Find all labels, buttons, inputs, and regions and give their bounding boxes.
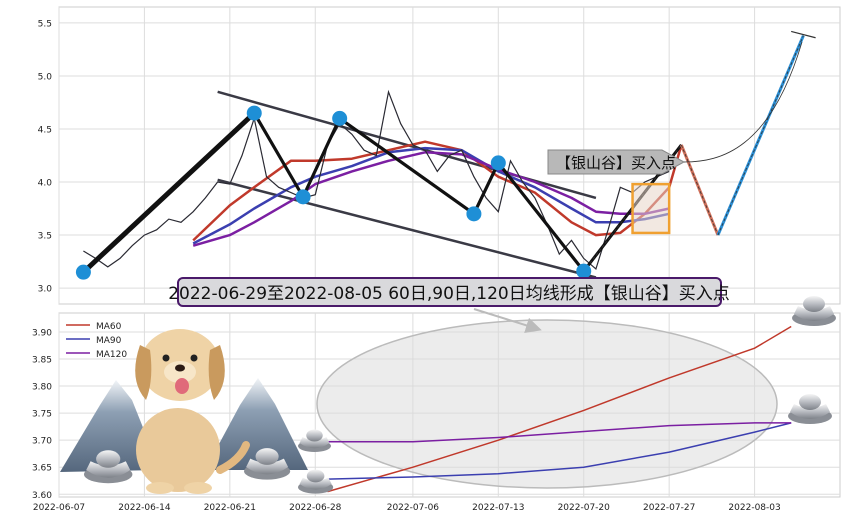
y-tick-label: 4.5 <box>38 125 52 135</box>
x-tick-label: 2022-06-14 <box>118 503 171 513</box>
price-line <box>83 89 670 271</box>
buy-point-callout: 【银山谷】买入点 <box>547 41 803 175</box>
pivot-dot <box>466 206 482 222</box>
zigzag-segment <box>301 116 342 199</box>
x-tick-label: 2022-06-28 <box>289 503 342 513</box>
silver-ingot-icon <box>298 469 334 494</box>
y-tick-label: 3.60 <box>32 491 52 501</box>
silver-ingot-icon <box>298 429 331 452</box>
zigzag-segment <box>472 161 500 216</box>
y-tick-label: 5.5 <box>38 19 52 29</box>
y-tick-label: 3.70 <box>32 437 52 447</box>
legend-label-ma90: MA90 <box>96 336 122 346</box>
buy-point-label: 【银山谷】买入点 <box>556 154 676 172</box>
y-tick-label: 3.75 <box>32 410 52 420</box>
ma-line-ma60 <box>327 325 792 493</box>
y-tick-label: 3.5 <box>38 232 52 242</box>
zigzag-segment <box>338 116 476 216</box>
mountain-icon <box>60 378 308 472</box>
x-tick-label: 2022-07-13 <box>472 503 524 513</box>
x-tick-label: 2022-07-20 <box>558 503 611 513</box>
channel-line <box>217 178 597 279</box>
price-panel-ma-line <box>192 146 670 245</box>
silver-ingot-icon <box>244 448 291 480</box>
y-tick-label: 5.0 <box>38 72 53 82</box>
y-tick-label: 3.65 <box>32 464 52 474</box>
projection-segment-dash <box>717 35 804 236</box>
zigzag-segment <box>496 161 586 273</box>
zigzag-pattern <box>80 110 586 275</box>
x-tick-label: 2022-07-27 <box>643 503 695 513</box>
signal-banner: 2022-06-29至2022-08-05 60日,90日,120日均线形成【银… <box>168 277 730 334</box>
legend-label-ma120: MA120 <box>96 350 127 360</box>
banner-arrow <box>473 308 542 334</box>
projection-cap <box>791 30 816 39</box>
price-panel-ma-line <box>192 151 670 247</box>
ma-panel: 3.603.653.703.753.803.853.90 2022-06-07 2… <box>32 296 841 513</box>
price-series <box>83 89 670 271</box>
dog-mascot-icon <box>135 329 250 494</box>
pivot-markers <box>75 105 592 280</box>
silver-ingot-icon <box>788 394 832 424</box>
ma-panel-lines <box>327 325 792 493</box>
x-tick-label: 2022-07-06 <box>387 503 440 513</box>
pivot-dot <box>75 264 91 280</box>
y-tick-label: 4.0 <box>38 179 53 189</box>
x-tick-label: 2022-08-03 <box>728 503 780 513</box>
pivot-dot <box>576 263 592 279</box>
y-tick-label: 3.90 <box>32 328 52 338</box>
signal-banner-text: 2022-06-29至2022-08-05 60日,90日,120日均线形成【银… <box>168 284 730 304</box>
x-tick-label: 2022-06-07 <box>33 503 85 513</box>
pivot-dot <box>246 105 262 121</box>
ma-line-ma90 <box>327 422 792 480</box>
zigzag-segment <box>252 111 305 199</box>
y-tick-label: 3.80 <box>32 383 52 393</box>
price-panel: 3.0 3.5 4.0 4.5 5.0 5.5 【银山谷】买入点 <box>38 6 841 305</box>
y-tick-label: 3.0 <box>38 285 53 295</box>
pivot-dot <box>295 189 311 205</box>
silver-ingot-icon <box>792 296 836 326</box>
silver-valley-ellipse <box>316 319 778 489</box>
x-axis-tick-labels: 2022-06-07 2022-06-14 2022-06-21 2022-06-28… <box>33 503 781 513</box>
legend: MA60 MA90 MA120 <box>66 322 127 360</box>
pivot-dot <box>332 110 348 126</box>
ma-line-ma120 <box>327 422 792 443</box>
pivot-dot <box>490 155 506 171</box>
silver-ingot-icon <box>84 450 133 484</box>
y-tick-label: 3.85 <box>32 356 52 366</box>
legend-label-ma60: MA60 <box>96 322 122 332</box>
x-tick-label: 2022-06-21 <box>204 503 256 513</box>
buy-zone-box <box>631 182 671 235</box>
projection-segment-dash <box>680 144 719 236</box>
zigzag-segment <box>80 110 257 275</box>
